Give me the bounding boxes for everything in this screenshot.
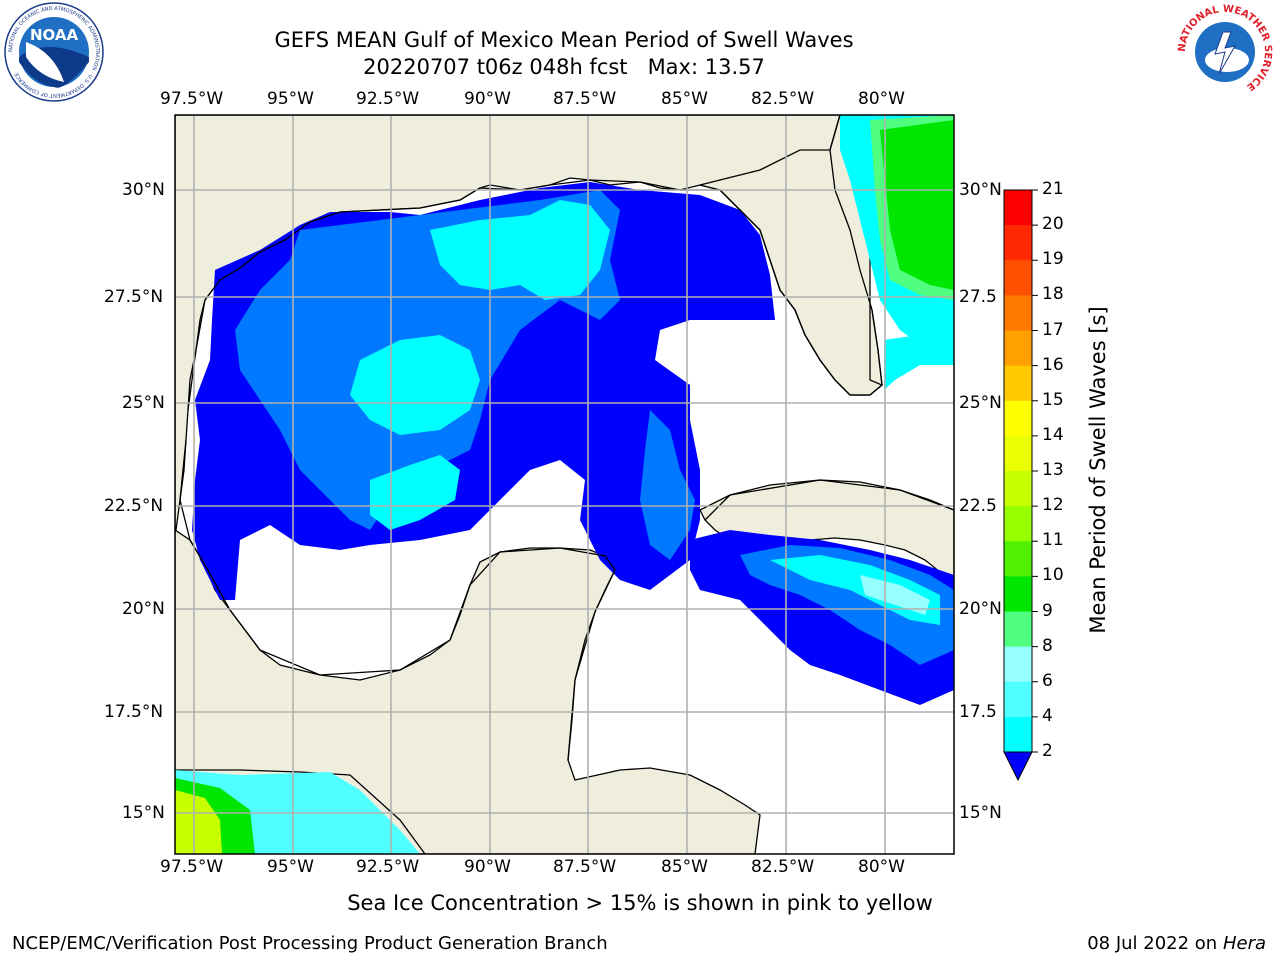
lat-label: 30°N (959, 180, 1002, 200)
colorbar-tick-label: 18 (1042, 284, 1064, 305)
lon-label: 92.5°W (356, 89, 420, 109)
colorbar-segment (1004, 541, 1032, 577)
colorbar-tick-label: 16 (1042, 354, 1064, 375)
svg-text:NOAA: NOAA (30, 26, 79, 44)
lon-label: 80°W (858, 857, 905, 877)
lat-label: 27.5 (959, 287, 997, 307)
colorbar-segment (1004, 646, 1032, 683)
lon-label: 80°W (858, 89, 905, 109)
colorbar-segment (1004, 190, 1032, 226)
lat-label: 20°N (959, 599, 1002, 619)
lat-label: 17.5 (959, 702, 997, 722)
colorbar-tick-label: 12 (1042, 495, 1064, 516)
lat-label: 22.5 (959, 496, 997, 516)
chart-subtitle: 20220707 t06z 048h fcst Max: 13.57 (363, 55, 765, 79)
colorbar-tick-label: 2 (1042, 741, 1053, 761)
colorbar-segment (1004, 365, 1032, 402)
colorbar-segment (1004, 471, 1032, 507)
colorbar-segment (1004, 435, 1032, 472)
colorbar-tick-label: 14 (1042, 424, 1064, 445)
colorbar-label: Mean Period of Swell Waves [s] (1086, 306, 1110, 634)
colorbar-segment (1004, 400, 1032, 437)
colorbar-segment (1004, 330, 1032, 367)
colorbar-tick-label: 13 (1042, 460, 1064, 480)
colorbar-tick-label: 10 (1042, 565, 1064, 586)
lon-label: 87.5°W (553, 857, 617, 877)
sea-ice-note: Sea Ice Concentration > 15% is shown in … (347, 891, 933, 915)
lat-label: 27.5°N (104, 287, 164, 307)
footer-date: 08 Jul 2022 on Hera (1087, 933, 1266, 954)
lon-label: 97.5°W (160, 89, 224, 109)
nws-logo: NATIONAL WEATHER SERVICE (1175, 2, 1275, 102)
lat-label: 15°N (959, 803, 1002, 823)
noaa-logo: NATIONAL OCEANIC AND ATMOSPHERIC ADMINIS… (4, 2, 104, 102)
lon-label: 95°W (267, 857, 314, 877)
lat-label: 30°N (122, 180, 165, 200)
colorbar-tick-label: 11 (1042, 530, 1064, 551)
colorbar-segment (1004, 681, 1032, 718)
lon-label: 97.5°W (160, 857, 224, 877)
footer-host: Hera (1222, 933, 1266, 954)
colorbar-tick-label: 6 (1042, 670, 1053, 691)
colorbar-tick-label: 8 (1042, 635, 1053, 656)
lat-lon-grid (175, 115, 954, 854)
lon-label: 85°W (661, 89, 708, 109)
lat-label: 22.5°N (104, 496, 164, 516)
lon-label: 90°W (464, 89, 511, 109)
colorbar-tick-label: 15 (1042, 389, 1064, 410)
lon-label: 90°W (464, 857, 511, 877)
chart-title: GEFS MEAN Gulf of Mexico Mean Period of … (274, 28, 854, 52)
colorbar-tick-label: 9 (1042, 600, 1053, 621)
lon-label: 92.5°W (356, 857, 420, 877)
colorbar-tick-label: 4 (1042, 705, 1053, 726)
colorbar-segment (1004, 716, 1032, 753)
lat-label: 17.5°N (104, 702, 164, 722)
footer-date-text: 08 Jul 2022 on (1087, 933, 1223, 954)
swell-field (175, 115, 954, 854)
map-frame (174, 114, 955, 855)
colorbar-tick-label: 21 (1042, 179, 1064, 199)
lon-label: 85°W (661, 857, 708, 877)
colorbar-segment (1004, 225, 1032, 261)
colorbar-segment (1004, 576, 1032, 612)
lat-label: 25°N (959, 393, 1002, 413)
footer-credit: NCEP/EMC/Verification Post Processing Pr… (12, 933, 608, 954)
colorbar-segment (1004, 260, 1032, 296)
lat-label: 20°N (122, 599, 165, 619)
colorbar-tick-label: 19 (1042, 249, 1064, 270)
lon-label: 82.5°W (751, 857, 815, 877)
lon-label: 82.5°W (751, 89, 815, 109)
colorbar-tick-label: 17 (1042, 319, 1064, 340)
lon-label: 95°W (267, 89, 314, 109)
colorbar-extend-triangle (1003, 751, 1033, 782)
colorbar-tick-label: 20 (1042, 214, 1064, 235)
lat-label: 15°N (122, 803, 165, 823)
colorbar (1003, 189, 1038, 782)
map-area (175, 115, 954, 854)
colorbar-segment (1004, 506, 1032, 542)
colorbar-segment (1004, 611, 1032, 648)
colorbar-segment (1004, 295, 1032, 331)
lat-label: 25°N (122, 393, 165, 413)
lon-label: 87.5°W (553, 89, 617, 109)
